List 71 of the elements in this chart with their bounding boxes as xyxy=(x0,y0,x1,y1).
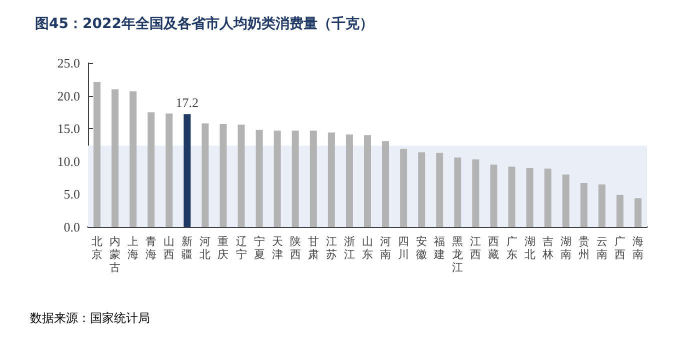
x-tick-label: 西藏 xyxy=(488,235,500,261)
x-tick-label: 湖北 xyxy=(524,235,536,261)
x-tick-label: 吉林 xyxy=(541,235,554,261)
x-tick-label: 内蒙古 xyxy=(110,235,121,274)
bar xyxy=(202,123,209,227)
x-tick-label: 上海 xyxy=(128,235,139,261)
bar xyxy=(148,112,155,227)
bar xyxy=(472,159,480,227)
x-tick-label: 山西 xyxy=(164,235,175,261)
y-tick-label: 25.0 xyxy=(57,56,80,70)
x-tick-label: 广西 xyxy=(614,235,626,261)
bar xyxy=(292,130,299,227)
bar xyxy=(544,168,552,227)
y-tick-label: 0.0 xyxy=(64,220,80,234)
x-tick-label: 浙江 xyxy=(344,235,355,261)
bar xyxy=(454,157,462,227)
x-tick-label: 重庆 xyxy=(218,235,229,261)
bar xyxy=(274,130,281,227)
bar xyxy=(418,152,426,227)
bar xyxy=(364,135,371,227)
bar xyxy=(328,132,335,227)
y-tick-label: 15.0 xyxy=(57,121,80,136)
bar xyxy=(562,174,570,227)
bar xyxy=(526,168,534,227)
x-tick-label: 山东 xyxy=(362,235,373,261)
bar xyxy=(130,91,137,227)
bar xyxy=(400,148,408,227)
bar xyxy=(166,114,173,227)
bar xyxy=(94,82,101,227)
x-tick-label: 北京 xyxy=(92,235,103,261)
bar xyxy=(346,134,353,227)
chart-title: 图45：2022年全国及各省市人均奶类消费量（千克） xyxy=(35,15,374,32)
x-tick-label: 云南 xyxy=(596,235,608,261)
x-tick-label: 江苏 xyxy=(326,235,337,261)
x-tick-label: 江西 xyxy=(470,235,482,261)
bar xyxy=(634,198,642,227)
bar xyxy=(616,194,624,227)
bar xyxy=(184,114,191,227)
x-tick-label: 甘肃 xyxy=(308,235,319,261)
x-tick-label: 福建 xyxy=(433,235,446,261)
x-tick-label: 广东 xyxy=(506,235,518,261)
x-tick-label: 天津 xyxy=(272,235,283,261)
x-tick-label: 贵州 xyxy=(578,235,590,261)
bar xyxy=(238,124,245,227)
x-tick-label: 陕西 xyxy=(290,235,301,261)
bar xyxy=(490,164,498,227)
x-tick-label: 河北 xyxy=(200,235,211,261)
x-tick-label: 河南 xyxy=(380,235,392,261)
x-tick-label: 宁夏 xyxy=(254,235,265,261)
source-note: 数据来源：国家统计局 xyxy=(30,311,150,325)
x-tick-label: 海南 xyxy=(632,235,644,261)
x-tick-label: 辽宁 xyxy=(236,235,247,261)
bar xyxy=(382,141,390,227)
y-tick-label: 20.0 xyxy=(57,88,80,104)
bar xyxy=(310,130,317,227)
y-tick-label: 5.0 xyxy=(64,186,80,202)
x-tick-label: 安徽 xyxy=(416,235,428,261)
bar xyxy=(256,130,263,227)
data-label: 17.2 xyxy=(176,95,199,110)
bar xyxy=(220,124,227,227)
x-tick-label: 青海 xyxy=(146,235,157,261)
bar xyxy=(508,166,516,227)
x-tick-label: 新疆 xyxy=(182,235,193,261)
bar xyxy=(436,152,444,227)
bar xyxy=(112,89,119,227)
x-tick-label: 黑龙江 xyxy=(452,235,464,274)
x-tick-label: 四川 xyxy=(398,235,410,261)
y-tick-label: 10.0 xyxy=(57,154,80,169)
bar xyxy=(598,184,606,227)
x-tick-label: 湖南 xyxy=(560,235,572,261)
bar xyxy=(580,183,588,227)
